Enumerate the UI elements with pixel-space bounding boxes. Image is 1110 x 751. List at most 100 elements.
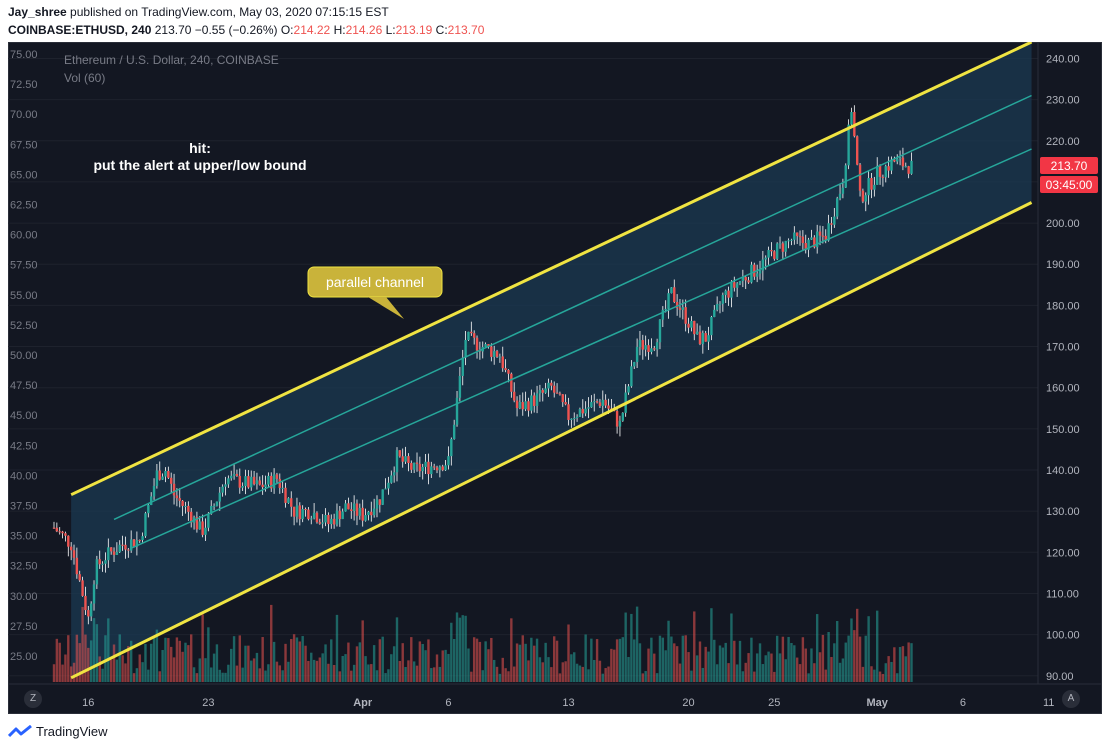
volume-bar xyxy=(581,666,584,682)
volume-bar xyxy=(841,658,845,682)
candle-body xyxy=(638,340,642,347)
volume-bar xyxy=(498,673,502,682)
volume-bar xyxy=(421,643,424,682)
volume-bar xyxy=(181,651,184,682)
candle-body xyxy=(290,498,293,507)
volume-bar xyxy=(241,667,244,682)
candle-body xyxy=(152,485,156,497)
candle-body xyxy=(761,259,765,271)
left-tick-label: 50.00 xyxy=(10,350,38,362)
candle-body xyxy=(109,547,113,552)
candle-body xyxy=(690,320,693,328)
candle-body xyxy=(598,402,602,406)
right-tick-label: 180.00 xyxy=(1046,300,1080,312)
right-tick-label: 240.00 xyxy=(1046,53,1080,65)
right-tick-label: 150.00 xyxy=(1046,424,1080,436)
candle-body xyxy=(415,462,419,464)
chart-title: Ethereum / U.S. Dollar, 240, COINBASE xyxy=(64,53,279,67)
callout-parallel-channel[interactable]: parallel channel xyxy=(307,266,443,319)
auto-scale-right-button[interactable]: A xyxy=(1062,690,1080,708)
candle-body xyxy=(84,595,87,611)
candle-body xyxy=(550,382,553,386)
candle-body xyxy=(281,487,284,489)
candle-body xyxy=(352,503,356,511)
candle-body xyxy=(730,282,733,298)
candle-body xyxy=(835,198,839,217)
volume-bar xyxy=(873,669,876,682)
tradingview-logo[interactable]: TradingView xyxy=(8,724,108,739)
ohlc-legend: COINBASE:ETHUSD, 240 213.70 −0.55 (−0.26… xyxy=(8,23,484,37)
candle-body xyxy=(675,302,679,309)
candle-body xyxy=(364,515,367,521)
volume-bar xyxy=(778,653,782,682)
volume-bar xyxy=(92,618,96,682)
volume-bar xyxy=(890,661,893,682)
volume-bar xyxy=(295,637,299,682)
right-tick-label: 140.00 xyxy=(1046,465,1080,477)
candle-body xyxy=(212,505,216,507)
candle-body xyxy=(72,550,76,558)
volume-bar xyxy=(512,666,516,682)
candle-body xyxy=(601,399,604,406)
volume-bar xyxy=(601,673,604,682)
volume-bar xyxy=(793,645,796,682)
candle-body xyxy=(292,506,296,517)
volume-bar xyxy=(627,656,630,682)
note-line2[interactable]: put the alert at upper/low bound xyxy=(93,157,306,173)
candle-body xyxy=(587,407,590,409)
candle-body xyxy=(207,513,210,528)
candle-body xyxy=(378,499,382,505)
candle-body xyxy=(738,280,742,284)
volume-bar xyxy=(504,668,507,682)
right-tick-label: 110.00 xyxy=(1046,588,1079,600)
volume-bar xyxy=(192,667,196,682)
high-label: H: xyxy=(333,23,346,37)
auto-scale-left-button[interactable]: Z xyxy=(24,690,42,708)
volume-bar xyxy=(887,656,890,682)
footer: TradingView xyxy=(0,716,1110,751)
volume-bar xyxy=(350,670,353,682)
chart-canvas[interactable]: 75.00 72.50 70.00 67.50 65.00 62.50 60.00 57.50… xyxy=(8,42,1102,714)
right-tick-label: 230.00 xyxy=(1046,95,1080,107)
volume-bar xyxy=(292,634,296,682)
candle-body xyxy=(112,551,116,555)
volume-bar xyxy=(773,671,776,682)
candle-body xyxy=(858,164,862,191)
volume-bar xyxy=(144,643,147,682)
volume-bar xyxy=(89,640,93,682)
candle-body xyxy=(350,509,353,511)
candle-body xyxy=(538,390,542,394)
left-tick-label: 47.50 xyxy=(10,380,38,392)
volume-bar xyxy=(129,640,133,682)
volume-bar xyxy=(455,612,459,682)
volume-bar xyxy=(813,663,816,682)
volume-bar xyxy=(593,660,596,682)
candle-body xyxy=(250,476,253,488)
volume-bar xyxy=(218,669,221,682)
symbol-label[interactable]: COINBASE:ETHUSD, 240 xyxy=(8,23,152,37)
candle-body xyxy=(69,546,73,551)
candle-body xyxy=(887,166,890,171)
volume-bar xyxy=(767,651,770,682)
candle-body xyxy=(573,418,576,420)
note-line1[interactable]: hit: xyxy=(189,140,211,156)
volume-bar xyxy=(112,644,116,682)
candle-body xyxy=(533,395,536,406)
volume-bar xyxy=(352,664,356,682)
candle-body xyxy=(215,501,219,506)
volume-bar xyxy=(201,614,204,682)
volume-bar xyxy=(81,606,84,682)
candle-body xyxy=(575,416,579,419)
volume-bar xyxy=(827,631,830,682)
publisher-name[interactable]: Jay_shree xyxy=(8,5,67,19)
right-tick-label: 170.00 xyxy=(1046,342,1080,354)
candle-body xyxy=(398,450,402,457)
volume-bar xyxy=(147,669,150,682)
volume-bar xyxy=(578,665,582,682)
volume-bar xyxy=(884,663,887,682)
candle-body xyxy=(535,393,539,406)
candle-body xyxy=(244,476,247,487)
volume-bar xyxy=(635,606,639,682)
candle-body xyxy=(661,309,665,320)
candle-body xyxy=(75,557,79,575)
